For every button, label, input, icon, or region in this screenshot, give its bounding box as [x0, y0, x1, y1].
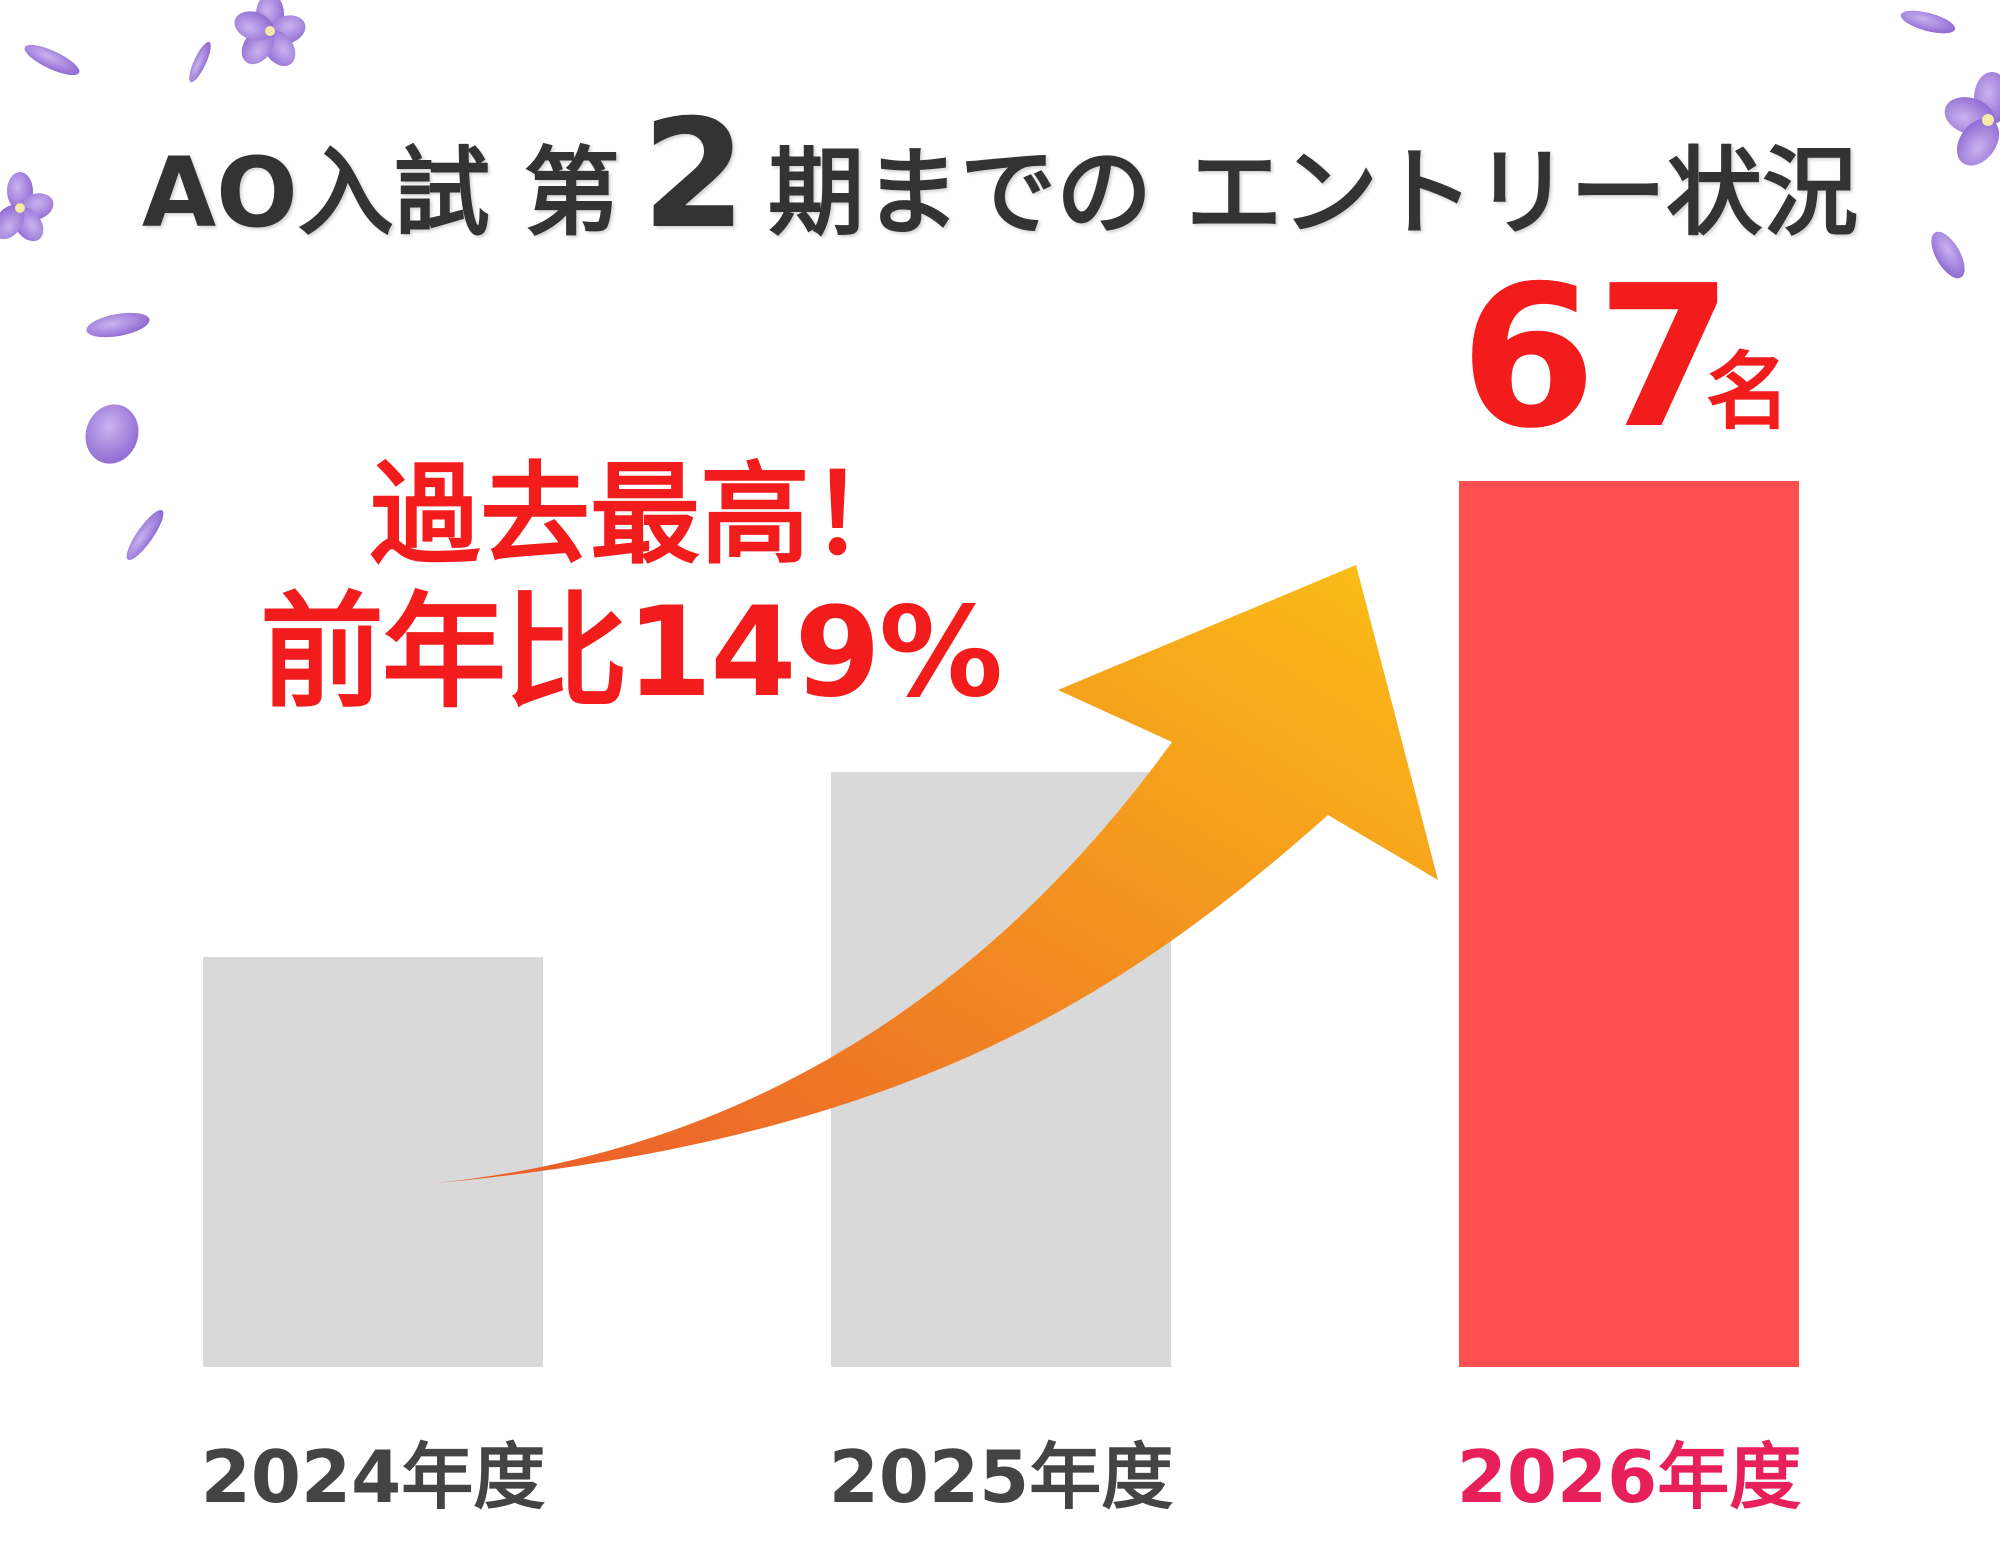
page-title: AO入試 第 2 期までの エントリー状況 [0, 88, 2000, 262]
callout-record-high: 過去最高！ [370, 451, 920, 579]
category-label: 2024年度 [200, 1435, 546, 1519]
petal-icon [24, 44, 80, 76]
title-suffix-a: 期までの [768, 137, 1153, 249]
petal-icon [189, 41, 211, 83]
growth-arrow-icon [436, 565, 1438, 1183]
petal-decorations [0, 0, 2000, 560]
title-ordinal-word: 第 [523, 137, 620, 249]
bar-2026年度 [1459, 481, 1799, 1367]
bar-2024年度 [203, 957, 543, 1367]
highlight-value: 67 [1460, 244, 1733, 472]
petal-icon [85, 404, 139, 464]
flower-icon [1944, 72, 2000, 166]
flower-icon [0, 172, 54, 242]
petal-icon [1931, 231, 1965, 279]
bar-series [203, 481, 1799, 1367]
flower-icon [234, 0, 306, 67]
petal-icon [86, 312, 150, 338]
category-label: 2026年度 [1456, 1435, 1802, 1519]
title-prefix: AO入試 [141, 137, 490, 249]
title-number: 2 [641, 88, 747, 262]
title-suffix-b: エントリー状況 [1186, 137, 1859, 249]
petal-icon [1900, 10, 1956, 34]
highlight-value-label: 67 名 [1460, 260, 1820, 470]
category-label: 2025年度 [828, 1435, 1174, 1519]
callout-yoy-growth: 前年比149% [260, 581, 1003, 725]
petal-icon [126, 510, 164, 560]
highlight-unit: 名 [1706, 343, 1791, 441]
